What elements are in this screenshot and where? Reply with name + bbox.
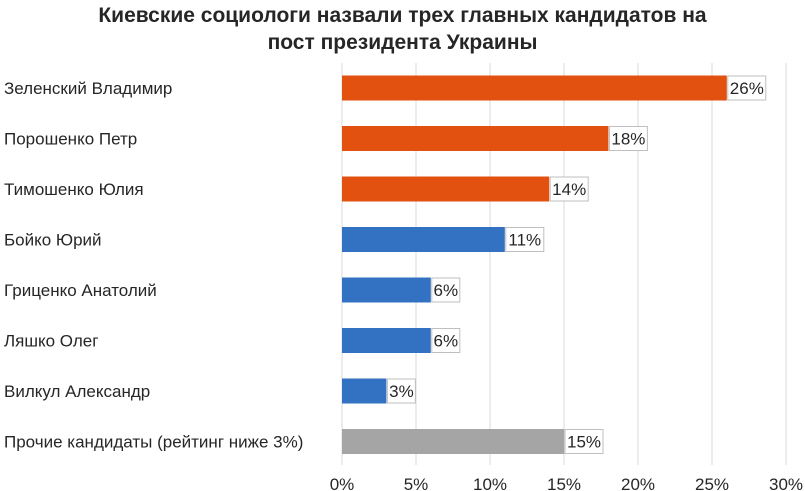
category-label: Ляшко Олег [4, 332, 98, 351]
bar [342, 429, 564, 454]
gridlines [341, 63, 787, 465]
data-label: 18% [611, 130, 645, 149]
data-label-box [505, 227, 545, 252]
bar [342, 328, 431, 353]
x-tick-labels: 0% 5% 10% 15% 20% 25% 30% [330, 475, 803, 491]
data-label: 6% [434, 332, 459, 351]
chart-title-line-2: пост президента Украины [267, 31, 538, 54]
data-label-box [431, 328, 461, 353]
x-tick-label: 30% [769, 475, 803, 491]
data-label-box [549, 176, 589, 202]
bars [342, 75, 727, 454]
x-tick-label: 0% [330, 475, 355, 491]
category-label: Бойко Юрий [4, 231, 102, 250]
data-label: 26% [730, 79, 764, 98]
x-tick-label: 5% [404, 475, 429, 491]
chart-title: Киевские социологи назвали трех главных … [0, 2, 805, 56]
bar [342, 75, 727, 101]
category-labels: Зеленский Владимир Порошенко Петр Тимошенк… [4, 79, 303, 452]
data-labels: 26% 18% 14% 11% 6% 6% 3% 15% [386, 75, 767, 454]
category-label: Прочие кандидаты (рейтинг ниже 3%) [4, 433, 303, 452]
category-label: Порошенко Петр [4, 130, 137, 149]
x-tick-label: 15% [547, 475, 581, 491]
data-label: 6% [434, 281, 459, 300]
category-label: Гриценко Анатолий [4, 281, 157, 300]
data-label: 3% [389, 382, 414, 401]
bar [342, 378, 387, 404]
x-tick-label: 20% [621, 475, 655, 491]
bar [342, 227, 505, 252]
data-label-box [727, 75, 767, 101]
category-label: Зеленский Владимир [4, 79, 172, 98]
data-label-box [431, 277, 461, 303]
data-label: 15% [567, 433, 601, 452]
bar [342, 277, 431, 303]
data-label: 14% [552, 180, 586, 199]
data-label-box [564, 429, 604, 454]
data-label-box [608, 126, 648, 151]
x-tick-label: 10% [473, 475, 507, 491]
category-label: Вилкул Александр [4, 382, 150, 401]
data-label: 11% [508, 231, 541, 250]
bar [342, 126, 609, 151]
category-label: Тимошенко Юлия [4, 180, 144, 199]
chart-title-line-1: Киевские социологи назвали трех главных … [98, 4, 707, 27]
bar [342, 176, 550, 202]
x-tick-label: 25% [695, 475, 729, 491]
data-label-box [386, 378, 416, 404]
